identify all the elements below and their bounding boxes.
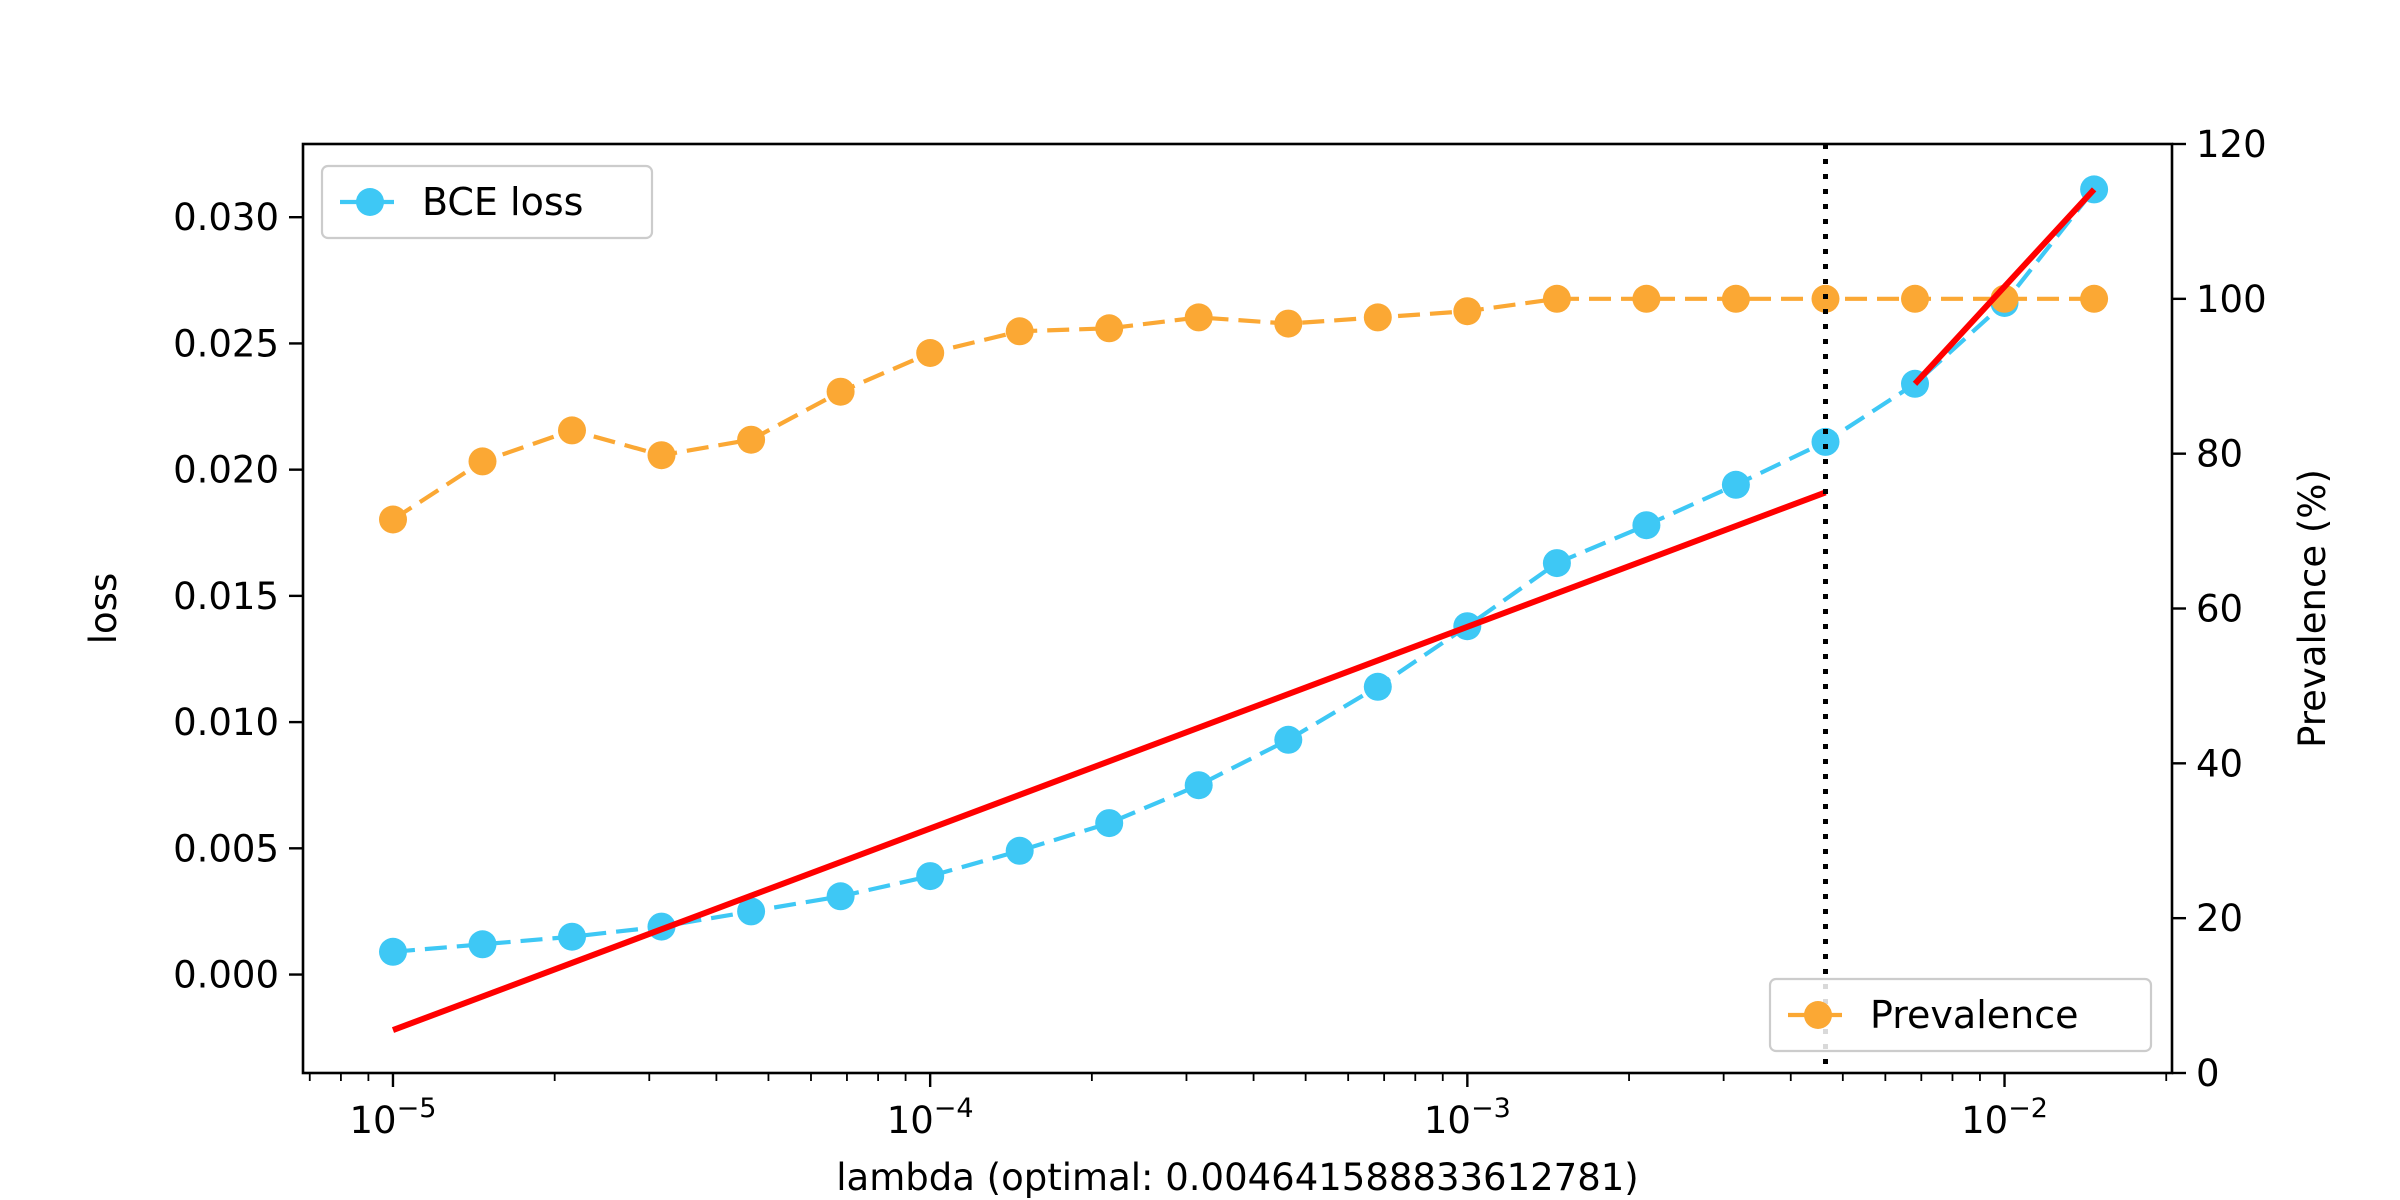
x-tick-label: 10−5 [350,1093,437,1142]
y-left-tick-label: 0.005 [173,827,279,870]
data-point [1453,297,1482,326]
y-right-tick-label: 80 [2196,433,2243,476]
y-left-tick-label: 0.030 [173,196,279,239]
x-tick-label: 10−3 [1424,1093,1511,1142]
data-point [647,441,676,470]
x-tick-label: 10−4 [887,1093,974,1142]
x-tick-label: 10−2 [1961,1093,2048,1142]
fit-lines-layer [391,187,2097,1033]
series-bce-loss [379,175,2109,966]
data-point [1274,309,1303,338]
data-point [468,447,497,476]
x-axis: 10−5 10−4 10−3 10−2 [308,1073,2168,1142]
data-point [1363,672,1392,701]
y-right-tick-label: 100 [2196,278,2267,321]
data-point [558,922,586,951]
y-right-tick-label: 40 [2196,742,2243,785]
y-left-tick-label: 0.025 [173,322,279,365]
data-point [1184,303,1213,332]
y-left-tick-label: 0.020 [173,449,279,492]
data-point [826,377,855,406]
data-point [2080,284,2109,313]
y-right-tick-label: 20 [2196,897,2243,940]
data-point [379,937,407,966]
legend-label: Prevalence [1870,993,2078,1037]
x-axis-label: lambda (optimal: 0.004641588833612781) [836,1156,1638,1199]
data-point [1811,427,1840,456]
legend-marker [356,188,384,216]
series-line [392,188,2096,954]
y-left-tick-label: 0.015 [173,575,279,618]
data-point [558,416,586,445]
data-point [1005,836,1034,865]
data-point [737,425,766,454]
legend-box [1768,977,2153,1053]
data-point [1005,317,1034,346]
data-point [1721,284,1750,313]
data-point [1901,284,1929,313]
data-point [1632,284,1661,313]
data-point [1184,771,1213,800]
data-point [1274,725,1303,754]
data-point [737,897,766,926]
series-layer [379,175,2109,966]
y-axis-left: 0.000 0.005 0.010 0.015 0.020 0.025 0.030 [173,196,303,997]
legend-bce-loss: BCE loss [320,164,654,240]
data-point [1542,549,1571,578]
data-point [1542,284,1571,313]
legend-label: BCE loss [422,180,583,224]
data-point [916,862,945,891]
y-axis-label-right: Prevalence (%) [2291,469,2334,748]
data-point [1095,314,1124,343]
data-point [826,882,855,911]
fit-line [391,489,1827,1033]
legend-marker [1804,1001,1832,1029]
y-left-tick-label: 0.000 [173,954,279,997]
y-axis-label-left: loss [82,573,125,644]
data-point [379,505,407,534]
fit-line [1912,187,2097,386]
y-right-tick-label: 0 [2196,1052,2220,1095]
y-right-tick-label: 60 [2196,588,2243,631]
data-point [1632,511,1661,540]
data-point [916,339,945,367]
legend-box [320,164,654,240]
legends-layer: BCE loss Prevalence [320,164,2153,1053]
series-line [391,296,2095,522]
data-point [1363,303,1392,332]
y-axis-right: 0 20 40 60 80 100 120 [2172,123,2267,1095]
y-left-tick-label: 0.010 [173,701,279,744]
data-point [1721,470,1750,499]
series-prevalence [379,284,2109,534]
data-point [1095,809,1124,838]
data-point [468,930,497,959]
legend-prevalence: Prevalence [1768,977,2153,1053]
y-right-tick-label: 120 [2196,123,2267,166]
